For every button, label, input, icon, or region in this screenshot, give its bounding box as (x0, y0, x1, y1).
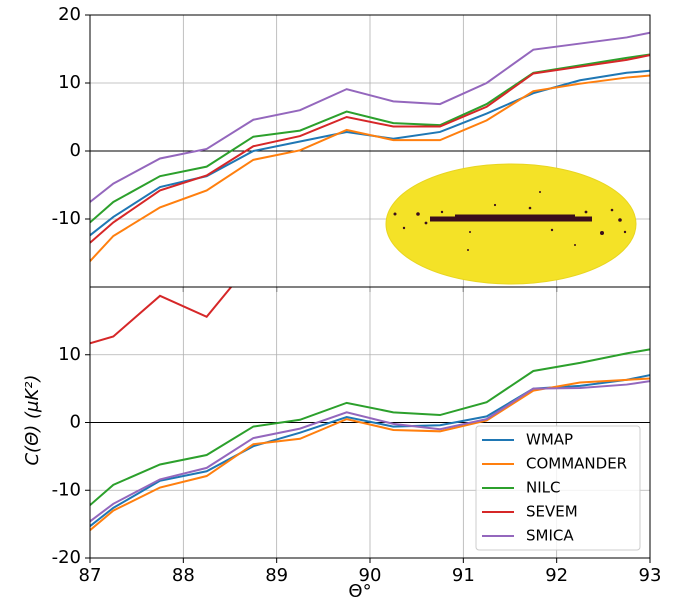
legend-label: WMAP (526, 431, 573, 449)
y-tick-label: 10 (58, 344, 81, 365)
legend-box (475, 425, 641, 551)
y-tick-label: -10 (52, 479, 81, 500)
data-line (90, 54, 650, 244)
y-tick-label: 0 (70, 140, 81, 161)
data-line (90, 377, 650, 531)
inset-sky-map (385, 163, 637, 285)
data-line (90, 53, 650, 224)
x-tick-label: 88 (172, 565, 195, 586)
y-axis-label: C(Θ) (μK²) (22, 374, 43, 465)
y-tick-label: 20 (58, 4, 81, 25)
x-axis-label: Θ° (348, 581, 371, 602)
y-tick-label: 0 (70, 412, 81, 433)
data-line (90, 287, 233, 345)
data-line (90, 374, 650, 527)
x-tick-label: 90 (359, 565, 382, 586)
data-line (90, 74, 650, 262)
legend-label: SMICA (526, 527, 574, 545)
y-tick-label: -20 (52, 547, 81, 568)
data-line (90, 31, 650, 203)
y-tick-label: -10 (52, 208, 81, 229)
x-tick-label: 89 (265, 565, 288, 586)
x-tick-label: 87 (79, 565, 102, 586)
x-tick-label: 93 (639, 565, 662, 586)
y-tick-label: 10 (58, 72, 81, 93)
x-tick-label: 91 (452, 565, 475, 586)
data-line (90, 348, 650, 506)
axes-frame (89, 286, 651, 559)
x-tick-label: 92 (545, 565, 568, 586)
legend-label: COMMANDER (526, 455, 627, 473)
data-line (90, 380, 650, 523)
legend-label: NILC (526, 479, 560, 497)
legend-label: SEVEM (526, 503, 578, 521)
